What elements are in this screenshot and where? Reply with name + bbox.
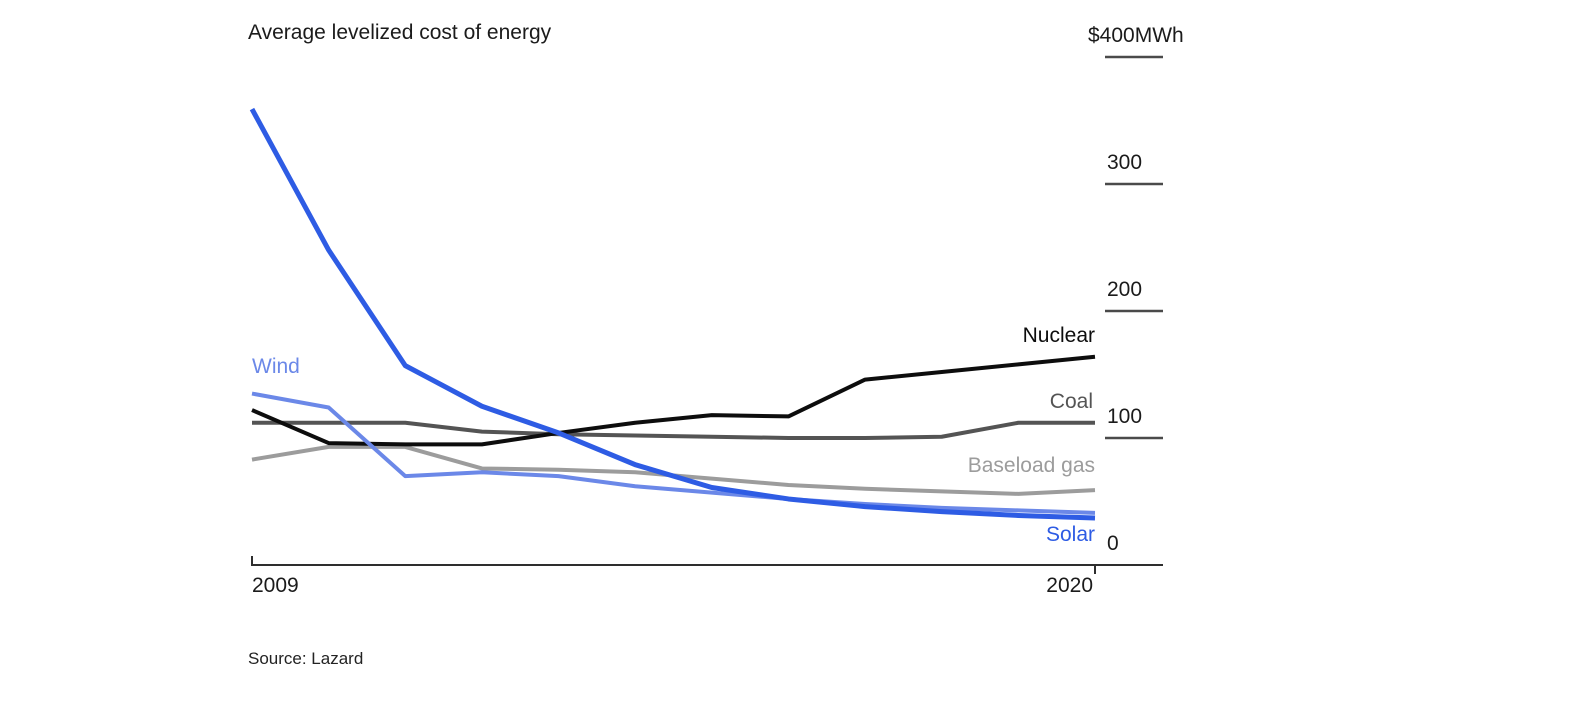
x-axis-label-start: 2009	[252, 574, 299, 597]
series-label-coal: Coal	[1049, 390, 1093, 413]
series-label-nuclear: Nuclear	[1022, 324, 1095, 347]
y-axis-label: 0	[1107, 532, 1119, 555]
chart-title: Average levelized cost of energy	[248, 21, 552, 44]
series-line-solar	[249, 107, 1096, 521]
y-axis-label: 300	[1107, 151, 1143, 174]
series-line-coal	[252, 420, 1095, 440]
series-line-wind	[251, 391, 1096, 515]
source-note: Source: Lazard	[248, 649, 364, 668]
series-label-wind: Wind	[252, 355, 300, 378]
y-axis-label: $400MWh	[1088, 24, 1184, 47]
x-axis-line	[251, 556, 1163, 574]
y-axis-label: 100	[1107, 405, 1143, 428]
series-label-baseload-gas: Baseload gas	[967, 454, 1095, 477]
y-axis-label: 200	[1107, 278, 1143, 301]
series-label-solar: Solar	[1045, 523, 1095, 546]
series-line-nuclear	[251, 354, 1096, 447]
x-axis-label-end: 2020	[1046, 574, 1093, 597]
